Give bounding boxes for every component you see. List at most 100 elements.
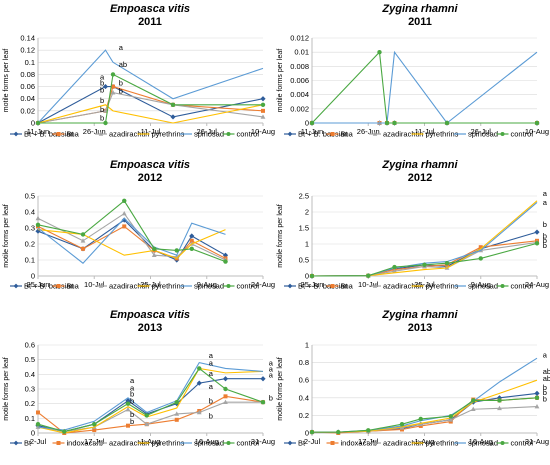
significance-letter: a: [543, 189, 548, 198]
data-point: [309, 120, 315, 126]
x-tick-label: 25-Jul: [140, 280, 161, 289]
chart-subtitle: 2013: [408, 322, 432, 334]
y-tick-label: 0.5: [25, 355, 35, 364]
legend-label: control: [237, 282, 260, 291]
x-tick-label: 26-Jun: [357, 127, 380, 136]
significance-letter: b: [100, 105, 104, 114]
data-point: [121, 217, 127, 223]
y-tick-label: 0.004: [290, 90, 309, 99]
x-tick-label: 16-Aug: [195, 437, 219, 446]
legend-item-pyrethrins: pyrethrins: [411, 130, 459, 139]
legend-item-azadirachtin: azadirachtin: [369, 282, 423, 291]
x-tick-label: 10-Jul: [84, 280, 105, 289]
x-tick-label: 9-Aug: [197, 280, 217, 289]
data-point: [444, 120, 450, 126]
y-tick-label: 0.002: [290, 104, 309, 113]
significance-letter: a: [130, 383, 135, 392]
series-control: [35, 198, 228, 264]
significance-letter: b: [543, 236, 547, 245]
significance-letter: a: [269, 370, 274, 379]
significance-letter: b: [209, 397, 213, 406]
data-point: [309, 429, 315, 435]
chart-subtitle: 2011: [408, 16, 432, 28]
series-line: [311, 240, 538, 277]
legend-item-azadirachtin: azadirachtin: [95, 282, 149, 291]
data-point: [392, 120, 397, 126]
significance-letter: b: [269, 394, 273, 403]
y-tick-label: 0.04: [20, 94, 35, 103]
data-point: [189, 246, 194, 251]
series-bt: [310, 238, 539, 278]
legend-marker: [98, 283, 104, 288]
data-point: [170, 114, 176, 120]
data-point: [80, 232, 86, 237]
significance-letter: b: [130, 410, 134, 419]
significance-letter: b: [100, 86, 104, 95]
legend-marker: [500, 441, 505, 445]
x-tick-label: 10-Aug: [525, 127, 549, 136]
data-point: [448, 417, 454, 422]
data-point: [222, 252, 229, 258]
x-tick-label: 26-Jul: [471, 127, 492, 136]
chart-subtitle: 2013: [138, 322, 162, 334]
legend-item-spinosad: spinosad: [454, 130, 498, 139]
data-point: [260, 96, 266, 102]
x-tick-label: 11-Jun: [27, 127, 49, 136]
x-tick-label: 31-Aug: [525, 437, 549, 446]
legend-marker: [226, 441, 231, 445]
y-tick-label: 1: [305, 341, 309, 350]
data-point: [121, 211, 127, 216]
significance-letter: a: [209, 359, 214, 368]
x-tick-label: 25-Jun: [27, 280, 50, 289]
data-point: [152, 246, 157, 251]
legend-label: spinosad: [468, 439, 498, 448]
y-tick-label: 0.2: [25, 399, 35, 408]
chart-title: Zygina rhamni: [381, 159, 458, 171]
legend-label: control: [511, 439, 534, 448]
series-bt: [309, 390, 540, 435]
data-point: [174, 417, 179, 422]
significance-letter: b: [100, 78, 104, 87]
data-point: [174, 400, 179, 405]
data-point: [103, 120, 108, 126]
legend-item-bt: Bt: [10, 439, 32, 448]
legend-label: Bt + B. bassiana: [298, 282, 354, 291]
legend-label: azadirachtin: [109, 130, 149, 139]
chart-subtitle: 2012: [138, 172, 162, 184]
x-tick-label: 1-Aug: [414, 437, 434, 446]
data-point: [260, 114, 266, 119]
legend-marker: [372, 440, 378, 445]
legend-item-bt: Bt: [284, 439, 306, 448]
data-point: [35, 215, 41, 221]
legend-label: spinosad: [194, 439, 224, 448]
legend-label: Bt: [341, 282, 349, 291]
legend-marker: [226, 132, 231, 136]
y-tick-label: 0.01: [294, 48, 309, 57]
x-tick-label: 17-Jul: [358, 437, 379, 446]
legend-label: spinosad: [468, 282, 498, 291]
data-point: [478, 245, 483, 250]
data-point: [151, 252, 157, 257]
chart-title: Zygina rhamni: [381, 309, 458, 321]
legend-item-pyrethrins: pyrethrins: [137, 130, 185, 139]
data-point: [110, 72, 116, 77]
legend-item-control: control: [496, 130, 533, 139]
data-point: [223, 394, 228, 399]
data-point: [392, 268, 397, 273]
data-point: [444, 261, 450, 266]
significance-letter: b: [130, 389, 134, 398]
significance-letter: b: [130, 397, 134, 406]
series-pyrethrins: [312, 379, 538, 433]
legend-label: control: [237, 439, 260, 448]
x-tick-label: 11-Jul: [415, 127, 435, 136]
series-line: [37, 212, 226, 261]
y-tick-label: 0.02: [20, 106, 35, 115]
legend-item-control: control: [496, 282, 533, 291]
data-point: [223, 386, 228, 392]
legend-item-azadirachtin: azadirachtin: [95, 439, 149, 448]
series-spinosad: [312, 357, 538, 433]
data-point: [534, 395, 540, 400]
y-tick-label: 0: [31, 272, 35, 281]
significance-letter: ab: [119, 60, 127, 69]
